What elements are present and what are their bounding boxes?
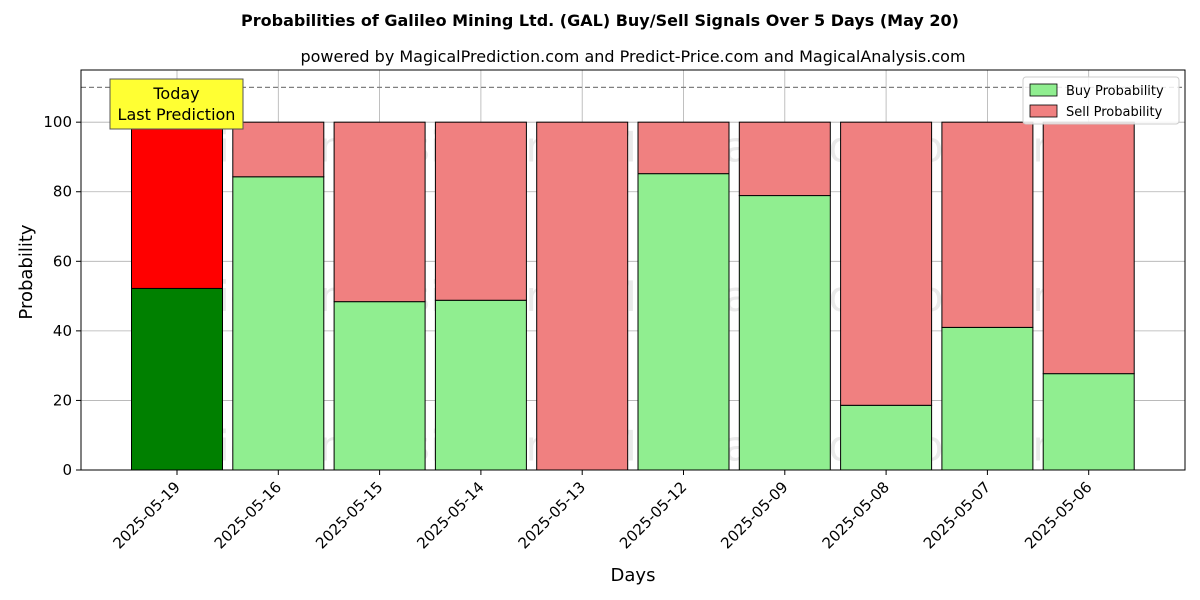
y-tick-label: 0 [62,461,72,479]
buy-bar [738,195,831,471]
x-tick-label: 2025-05-19 [109,478,183,552]
buy-bar [232,176,325,471]
bars [131,121,1135,471]
buy-bar [131,287,223,471]
sell-bar [232,121,325,178]
x-tick-label: 2025-05-15 [312,478,386,552]
x-tick-label: 2025-05-16 [211,478,285,552]
y-tick-label: 100 [43,113,72,131]
y-tick-label: 60 [53,252,72,270]
y-tick-label: 20 [53,391,72,409]
annotation-line: Today [152,84,199,103]
buy-bar [333,301,426,471]
sell-bar [941,121,1034,328]
annotation-line: Last Prediction [118,105,236,124]
annotation-box: Today Last Prediction [109,78,244,130]
legend-box [1022,76,1180,125]
x-tick-label: 2025-05-06 [1021,478,1095,552]
y-tick-label: 80 [53,183,72,201]
legend-swatch [1029,104,1058,118]
sell-bar [536,121,629,471]
x-tick-label: 2025-05-08 [819,478,893,552]
sell-bar [738,121,831,197]
sell-bar [333,121,426,303]
sell-bar [637,121,730,175]
legend-entry: Sell Probability [1066,105,1163,120]
sell-bar [434,121,527,301]
buy-bar [1042,373,1135,471]
chart-subtitle: powered by MagicalPrediction.com and Pre… [300,47,965,66]
overlays: Today Last Prediction [81,78,1185,130]
legend-swatch [1029,83,1058,97]
x-tick-label: 2025-05-09 [717,478,791,552]
sell-bar [131,121,223,289]
buy-bar [941,326,1034,471]
x-tick-label: 2025-05-13 [515,478,589,552]
chart-title: Probabilities of Galileo Mining Ltd. (GA… [241,11,959,30]
x-tick-label: 2025-05-12 [616,478,690,552]
x-tick-label: 2025-05-07 [920,478,994,552]
y-axis-label: Probability [16,224,37,319]
legend: Buy Probability Sell Probability [1022,76,1180,125]
y-tick-label: 40 [53,322,72,340]
sell-bar [1042,121,1135,375]
x-axis-label: Days [611,565,656,586]
buy-bar [840,404,933,471]
plot-frame [80,69,1186,471]
x-tick-label: 2025-05-14 [413,478,487,552]
legend-entry: Buy Probability [1066,84,1164,99]
buy-bar [434,299,527,471]
sell-bar [840,121,933,406]
buy-bar [637,173,730,471]
annotation-background [109,78,244,130]
